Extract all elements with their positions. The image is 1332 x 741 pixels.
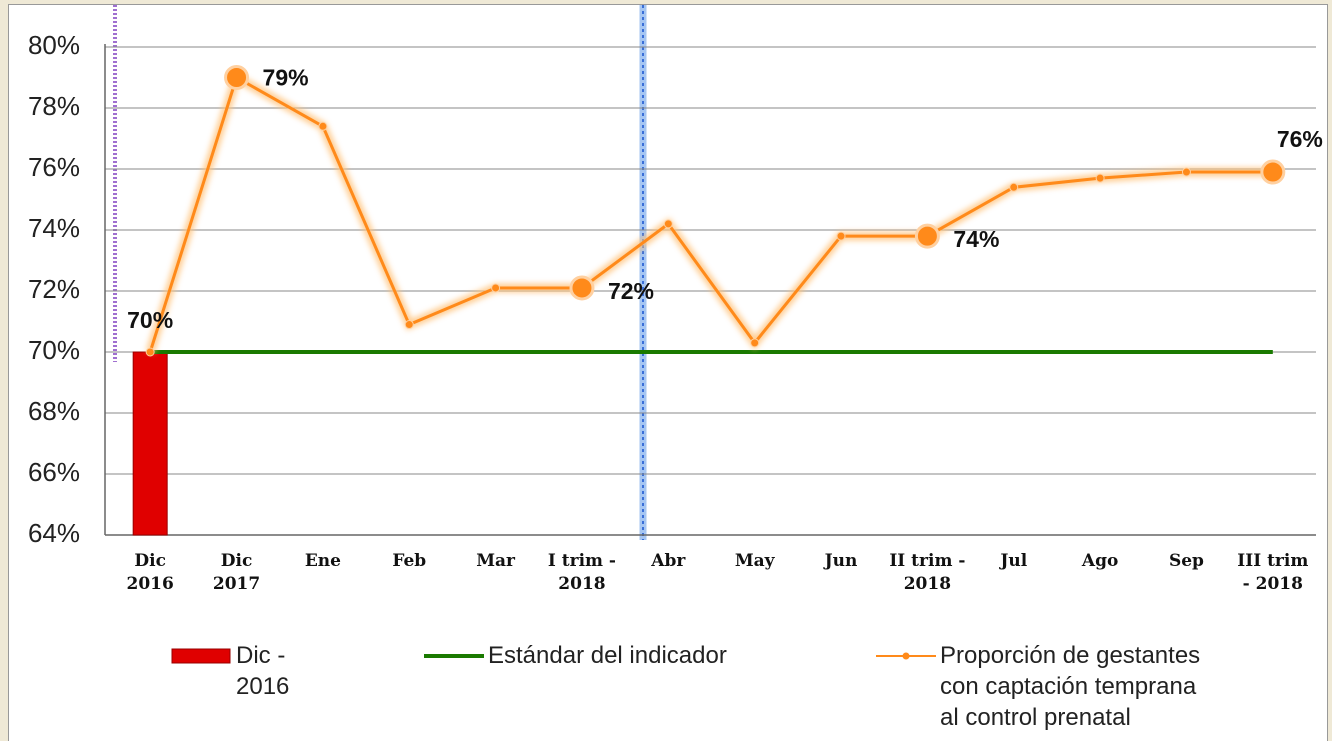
y-tick-label: 80%	[28, 30, 80, 60]
data-label: 76%	[1277, 126, 1323, 152]
x-tick-label: Dic 2016	[126, 551, 174, 594]
point	[836, 231, 846, 241]
x-tick-label: May	[734, 551, 775, 571]
data-label: 70%	[127, 307, 173, 333]
point	[1181, 167, 1191, 177]
bar	[132, 351, 168, 536]
legend-label: Proporción de gestantes con captación te…	[940, 642, 1201, 731]
point	[145, 347, 155, 357]
y-tick-label: 78%	[28, 91, 80, 121]
point	[491, 283, 501, 293]
y-tick-label: 66%	[28, 457, 80, 487]
point	[914, 223, 940, 249]
data-label: 79%	[263, 65, 309, 91]
point	[569, 275, 595, 301]
x-tick-label: Abr	[651, 551, 686, 571]
legend-swatch	[902, 652, 910, 660]
y-tick-label: 68%	[28, 396, 80, 426]
x-tick-label: II trim - 2018	[889, 551, 966, 594]
y-tick-label: 64%	[28, 518, 80, 548]
line-glow	[145, 70, 1273, 354]
point	[1009, 182, 1019, 192]
x-tick-label: Feb	[392, 551, 427, 571]
y-tick-label: 76%	[28, 152, 80, 182]
point	[318, 121, 328, 131]
x-tick-label: I trim - 2018	[547, 551, 616, 594]
point	[1260, 159, 1286, 185]
x-tick-label: Ene	[304, 551, 341, 571]
x-tick-label: Jun	[824, 551, 858, 571]
x-tick-label: Ago	[1081, 551, 1119, 571]
point	[404, 320, 414, 330]
legend-label: Dic - 2016	[236, 642, 290, 700]
point	[1095, 173, 1105, 183]
x-tick-label: Mar	[476, 551, 515, 571]
y-tick-label: 74%	[28, 213, 80, 243]
point	[224, 65, 250, 90]
point	[750, 338, 760, 348]
chart-frame	[8, 4, 1328, 741]
y-tick-label: 72%	[28, 274, 80, 304]
data-label: 74%	[953, 226, 999, 252]
x-tick-label: Jul	[1000, 551, 1028, 571]
x-tick-label: III trim - 2018	[1237, 551, 1309, 594]
point	[663, 219, 673, 229]
legend-label: Estándar del indicador	[488, 642, 727, 669]
line	[148, 75, 1273, 353]
legend-swatch	[171, 648, 231, 664]
y-tick-label: 70%	[28, 335, 80, 365]
x-tick-label: Dic 2017	[212, 551, 261, 594]
x-tick-label: Sep	[1168, 551, 1204, 571]
data-label: 72%	[608, 278, 654, 304]
